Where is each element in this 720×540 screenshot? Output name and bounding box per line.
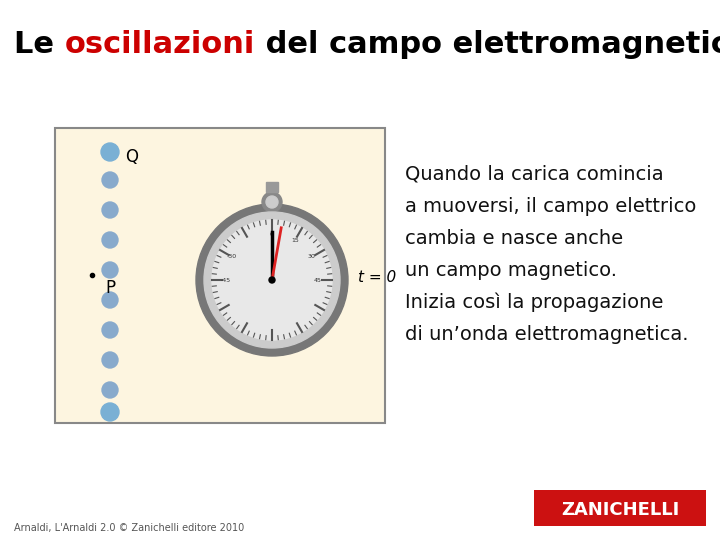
Text: 30: 30 (308, 254, 316, 260)
Text: Quando la carica comincia: Quando la carica comincia (405, 165, 664, 184)
Circle shape (102, 172, 118, 188)
Text: -30: -30 (227, 254, 237, 260)
Text: Q: Q (125, 148, 138, 166)
Text: Le: Le (14, 30, 65, 59)
Text: -45: -45 (221, 278, 231, 282)
Text: Inizia così la propagazione: Inizia così la propagazione (405, 293, 663, 313)
Text: oscillazioni: oscillazioni (65, 30, 255, 59)
Bar (534, 490, 706, 526)
Text: 0: 0 (270, 232, 274, 237)
Text: 45: 45 (314, 278, 322, 282)
Bar (55, 128, 385, 423)
Circle shape (102, 352, 118, 368)
Circle shape (101, 403, 119, 421)
Text: a muoversi, il campo elettrico: a muoversi, il campo elettrico (405, 197, 696, 216)
Text: ZANICHELLI: ZANICHELLI (561, 501, 679, 519)
Circle shape (102, 292, 118, 308)
Circle shape (196, 204, 348, 356)
Text: di un’onda elettromagnetica.: di un’onda elettromagnetica. (405, 325, 688, 344)
Circle shape (102, 382, 118, 398)
Text: Arnaldi, L'Arnaldi 2.0 © Zanichelli editore 2010: Arnaldi, L'Arnaldi 2.0 © Zanichelli edit… (14, 523, 244, 533)
Text: 15: 15 (291, 238, 299, 242)
Circle shape (269, 277, 275, 283)
Circle shape (262, 192, 282, 212)
Circle shape (102, 262, 118, 278)
Circle shape (102, 232, 118, 248)
Circle shape (212, 220, 332, 340)
Circle shape (266, 196, 278, 208)
Circle shape (204, 212, 340, 348)
Text: cambia e nasce anche: cambia e nasce anche (405, 229, 623, 248)
Circle shape (102, 202, 118, 218)
Text: un campo magnetico.: un campo magnetico. (405, 261, 617, 280)
Circle shape (101, 143, 119, 161)
Bar (266, 182, 278, 192)
Text: P: P (105, 279, 115, 297)
Text: del campo elettromagnetico (1): del campo elettromagnetico (1) (255, 30, 720, 59)
Circle shape (102, 322, 118, 338)
Text: t = 0: t = 0 (358, 271, 396, 286)
